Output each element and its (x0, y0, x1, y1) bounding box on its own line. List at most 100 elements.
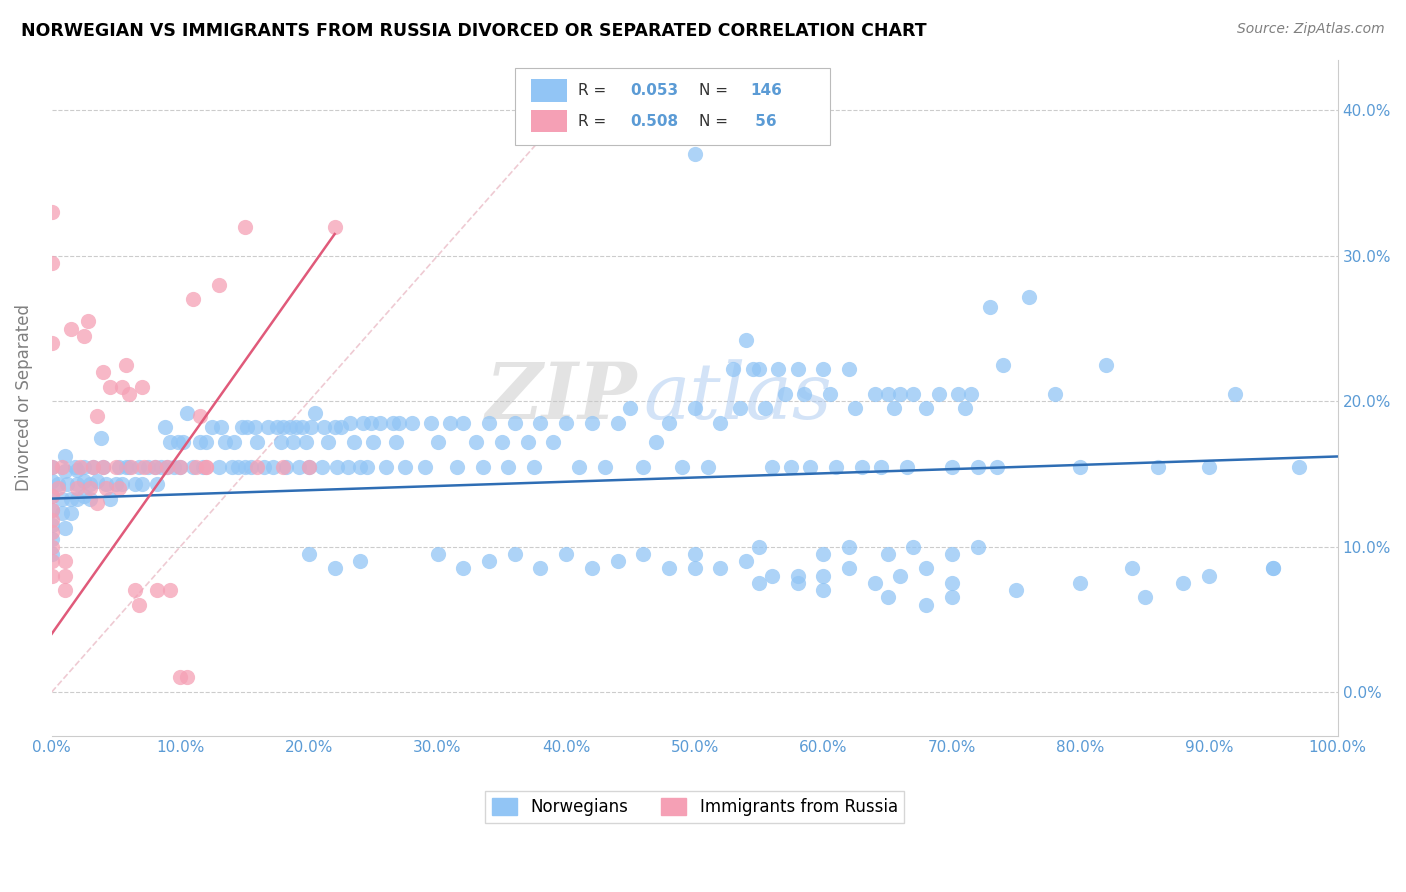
Point (941, 576, 963, 591)
Point (555, 416, 578, 430)
Text: N =: N = (699, 113, 733, 128)
Point (193, 459, 215, 474)
Point (361, 434, 384, 449)
Point (1223, 387, 1246, 401)
Point (323, 561, 346, 575)
Point (314, 420, 336, 434)
Point (233, 219, 256, 234)
Point (1263, 561, 1285, 575)
Point (143, 459, 166, 474)
Point (420, 416, 443, 430)
Point (735, 554, 758, 568)
Point (304, 406, 326, 420)
Point (115, 358, 138, 372)
Point (285, 420, 308, 434)
Point (53, 521, 76, 535)
Point (529, 561, 551, 575)
Point (941, 591, 963, 605)
Point (478, 416, 501, 430)
Point (91, 459, 114, 474)
Point (889, 387, 911, 401)
Point (82, 459, 104, 474)
Point (63, 459, 86, 474)
Point (1198, 568, 1220, 582)
Point (131, 477, 153, 491)
Point (876, 591, 898, 605)
Point (478, 554, 501, 568)
Point (73, 489, 96, 503)
Point (60, 321, 83, 335)
Point (915, 598, 938, 612)
Point (496, 459, 519, 474)
Point (541, 434, 564, 449)
Point (270, 434, 292, 449)
Point (86, 409, 108, 423)
Point (73, 328, 96, 343)
Point (683, 401, 706, 416)
Point (960, 387, 983, 401)
Point (283, 434, 305, 449)
Point (381, 416, 404, 430)
Point (184, 459, 207, 474)
Point (146, 477, 169, 491)
Point (323, 420, 346, 434)
Point (79, 477, 101, 491)
Point (41, 459, 63, 474)
Point (1133, 591, 1156, 605)
Point (156, 459, 179, 474)
Point (529, 416, 551, 430)
Text: R =: R = (578, 83, 610, 98)
Point (124, 583, 146, 598)
Point (41, 547, 63, 561)
Point (53, 464, 76, 478)
Point (870, 459, 893, 474)
Point (298, 459, 321, 474)
Point (1005, 583, 1028, 598)
Text: ZIP: ZIP (485, 359, 637, 436)
Point (773, 387, 796, 401)
Point (311, 459, 333, 474)
Point (761, 459, 783, 474)
Point (326, 459, 349, 474)
Point (159, 434, 181, 449)
Point (169, 459, 191, 474)
Point (41, 517, 63, 532)
Point (748, 540, 770, 554)
Point (793, 387, 815, 401)
Point (1121, 561, 1143, 575)
Point (41, 503, 63, 517)
Point (768, 362, 790, 376)
Point (735, 333, 758, 347)
Point (51, 506, 73, 520)
Point (181, 293, 204, 307)
Point (471, 459, 494, 474)
Point (115, 459, 138, 474)
Point (136, 459, 159, 474)
Point (349, 554, 371, 568)
Point (66, 462, 89, 476)
Point (153, 420, 176, 434)
Point (41, 568, 63, 582)
Point (330, 420, 353, 434)
Point (1018, 289, 1040, 303)
Point (86, 474, 108, 488)
Point (66, 491, 89, 506)
Point (876, 387, 898, 401)
Point (339, 416, 361, 430)
Point (844, 401, 866, 416)
Point (780, 459, 803, 474)
Point (979, 300, 1001, 314)
Point (401, 416, 423, 430)
Point (581, 416, 603, 430)
Point (236, 420, 259, 434)
Point (41, 474, 63, 488)
Point (606, 554, 628, 568)
Point (336, 459, 359, 474)
Point (555, 547, 578, 561)
Point (385, 434, 408, 449)
Point (413, 459, 436, 474)
Point (465, 434, 488, 449)
Point (825, 459, 848, 474)
Point (356, 459, 378, 474)
Text: atlas: atlas (644, 359, 832, 435)
